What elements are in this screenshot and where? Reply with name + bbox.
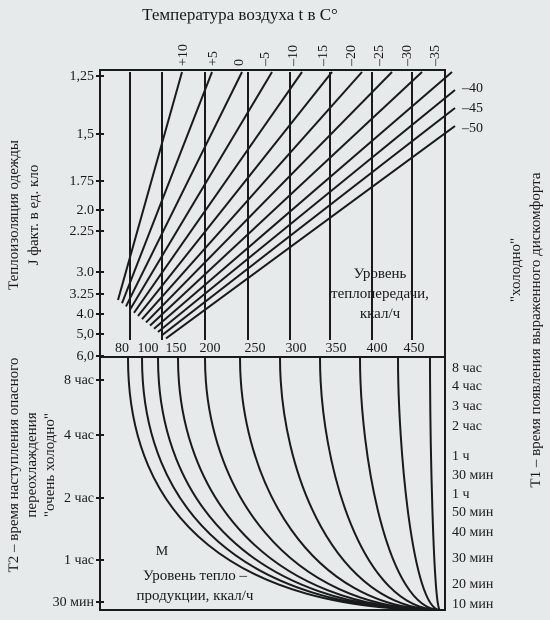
y-tick-label: 2.25 [70,224,95,239]
y-tick-label: 1.75 [70,174,95,189]
heat-production-label: продукции, ккал/ч [137,588,254,604]
temperature-label: –35 [428,45,443,67]
y-tick-label: 2.0 [77,203,95,218]
y-tick-label: 3.0 [77,265,95,280]
heat-transfer-tick: 250 [245,341,266,356]
marker: М [156,544,169,559]
heat-transfer-tick: 150 [166,341,187,356]
y-tick-label: 30 мин [53,595,95,610]
bottom-left-title: переохлаждения [24,412,40,517]
temperature-line [125,71,243,307]
title: Температура воздуха t в C° [142,5,338,24]
heat-transfer-label: теплопередачи, [331,286,429,302]
temperature-line [149,71,423,327]
right-tick-label: 4 час [452,379,482,394]
y-tick-label: 6,0 [77,349,95,364]
heat-production-curve [239,357,441,611]
heat-production-curve [429,357,441,611]
temperature-label: +10 [176,44,191,66]
temperature-line [145,71,393,324]
temperature-label: –20 [344,45,359,67]
right-subtitle: "холодно" [508,238,524,302]
right-tick-label: 8 час [452,361,482,376]
heat-production-curve [397,357,441,611]
right-tick-label: 10 мин [452,597,494,612]
y-tick-label: 1 час [64,553,94,568]
heat-transfer-tick: 450 [404,341,425,356]
heat-production-curve [319,357,441,611]
temperature-line [121,71,213,304]
heat-transfer-tick: 200 [200,341,221,356]
heat-transfer-tick: 300 [286,341,307,356]
heat-transfer-label: Уровень [354,266,407,282]
right-tick-label: 1 ч [452,449,470,464]
y-tick-label: 3.25 [70,287,95,302]
right-tick-label: 30 мин [452,468,494,483]
temperature-label: 0 [232,59,247,66]
right-tick-label: 20 мин [452,577,494,592]
left-subtitle: J факт. в ед. кло [26,165,42,266]
y-tick-label: 1,25 [70,69,95,84]
temperature-label: –10 [286,45,301,67]
right-tick-label: 3 час [452,399,482,414]
heat-transfer-label: ккал/ч [360,306,401,322]
right-tick-label: 50 мин [452,505,494,520]
heat-production-curve [157,357,441,611]
heat-production-label: Уровень тепло – [143,568,248,584]
bottom-left-title: "очень холодно" [42,413,58,517]
temperature-label: –15 [316,45,331,67]
heat-transfer-tick: 80 [115,341,129,356]
y-tick-label: 5,0 [77,327,95,342]
temperature-label: –5 [258,52,273,67]
y-tick-label: 8 час [64,373,94,388]
temperature-line [117,71,183,301]
temperature-line [165,125,456,340]
temperature-line [141,71,363,320]
bottom-left-title: T2 – время наступления опасного [6,358,22,573]
right-tick-label: 1 ч [452,487,470,502]
temperature-label: –40 [461,81,483,96]
heat-production-curve [204,357,441,611]
y-tick-label: 2 час [64,491,94,506]
heat-production-curve [279,357,441,611]
right-title: T1 – время появления выраженного дискомф… [528,172,544,487]
temperature-line [137,71,333,317]
left-title: Теплоизоляция одежды [6,140,22,290]
temperature-line [161,107,456,336]
right-tick-label: 2 час [452,419,482,434]
temperature-line [129,71,273,311]
temperature-line [157,89,456,333]
y-tick-label: 1,5 [77,127,95,142]
heat-production-curve [359,357,441,611]
right-tick-label: 40 мин [452,525,494,540]
heat-transfer-tick: 350 [326,341,347,356]
temperature-label: +5 [206,51,221,66]
temperature-label: –30 [400,45,415,67]
right-tick-label: 30 мин [452,551,494,566]
heat-production-curve [177,357,441,611]
temperature-label: –50 [461,121,483,136]
temperature-line [153,71,453,330]
temperature-line [133,71,303,314]
y-tick-label: 4.0 [77,307,95,322]
heat-transfer-tick: 400 [367,341,388,356]
temperature-label: –25 [372,45,387,67]
frame [99,69,446,611]
temperature-label: –45 [461,101,483,116]
heat-transfer-tick: 100 [138,341,159,356]
y-tick-label: 4 час [64,428,94,443]
